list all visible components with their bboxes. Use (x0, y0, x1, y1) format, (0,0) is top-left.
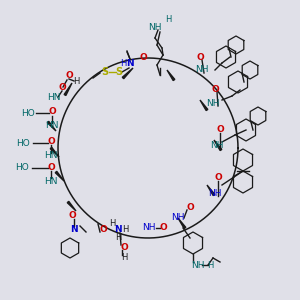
Polygon shape (50, 147, 59, 157)
Text: O: O (159, 224, 167, 232)
Text: HN: HN (44, 152, 58, 160)
Text: H: H (73, 77, 79, 86)
Text: O: O (186, 202, 194, 211)
Text: O: O (65, 71, 73, 80)
Polygon shape (167, 70, 175, 81)
Text: NH: NH (206, 98, 220, 107)
Text: O: O (196, 52, 204, 62)
Text: NH: NH (171, 214, 185, 223)
Text: O: O (47, 136, 55, 146)
Text: O: O (120, 244, 128, 253)
Text: O: O (58, 82, 66, 91)
Text: H: H (109, 218, 115, 227)
Text: O: O (211, 85, 219, 94)
Text: O: O (68, 211, 76, 220)
Polygon shape (47, 121, 56, 131)
Text: O: O (99, 224, 107, 233)
Text: N: N (114, 224, 122, 233)
Text: H: H (122, 224, 128, 233)
Polygon shape (178, 218, 186, 229)
Polygon shape (122, 68, 133, 79)
Text: NH: NH (195, 65, 209, 74)
Text: O: O (47, 163, 55, 172)
Text: NH: NH (148, 23, 162, 32)
Text: O: O (216, 125, 224, 134)
Text: HN: HN (45, 122, 59, 130)
Text: O: O (214, 173, 222, 182)
Polygon shape (67, 201, 76, 211)
Text: HO: HO (16, 139, 30, 148)
Text: H: H (121, 254, 127, 262)
Text: H: H (207, 260, 213, 269)
Text: NH: NH (191, 260, 205, 269)
Text: O: O (48, 107, 56, 116)
Polygon shape (207, 185, 215, 196)
Text: O: O (139, 53, 147, 62)
Text: H: H (120, 58, 126, 68)
Text: NH: NH (210, 140, 224, 149)
Polygon shape (200, 100, 208, 111)
Text: H: H (165, 16, 171, 25)
Text: S: S (101, 67, 109, 77)
Text: HN: HN (47, 92, 61, 101)
Text: HN: HN (44, 176, 58, 185)
Text: H: H (115, 233, 121, 242)
Text: HO: HO (15, 164, 29, 172)
Text: NH: NH (142, 224, 156, 232)
Text: N: N (70, 224, 78, 233)
Text: S: S (116, 67, 123, 77)
Polygon shape (64, 83, 72, 95)
Polygon shape (214, 140, 222, 151)
Polygon shape (55, 171, 64, 181)
Text: N: N (126, 58, 134, 68)
Text: NH: NH (208, 188, 222, 197)
Text: HO: HO (21, 109, 35, 118)
